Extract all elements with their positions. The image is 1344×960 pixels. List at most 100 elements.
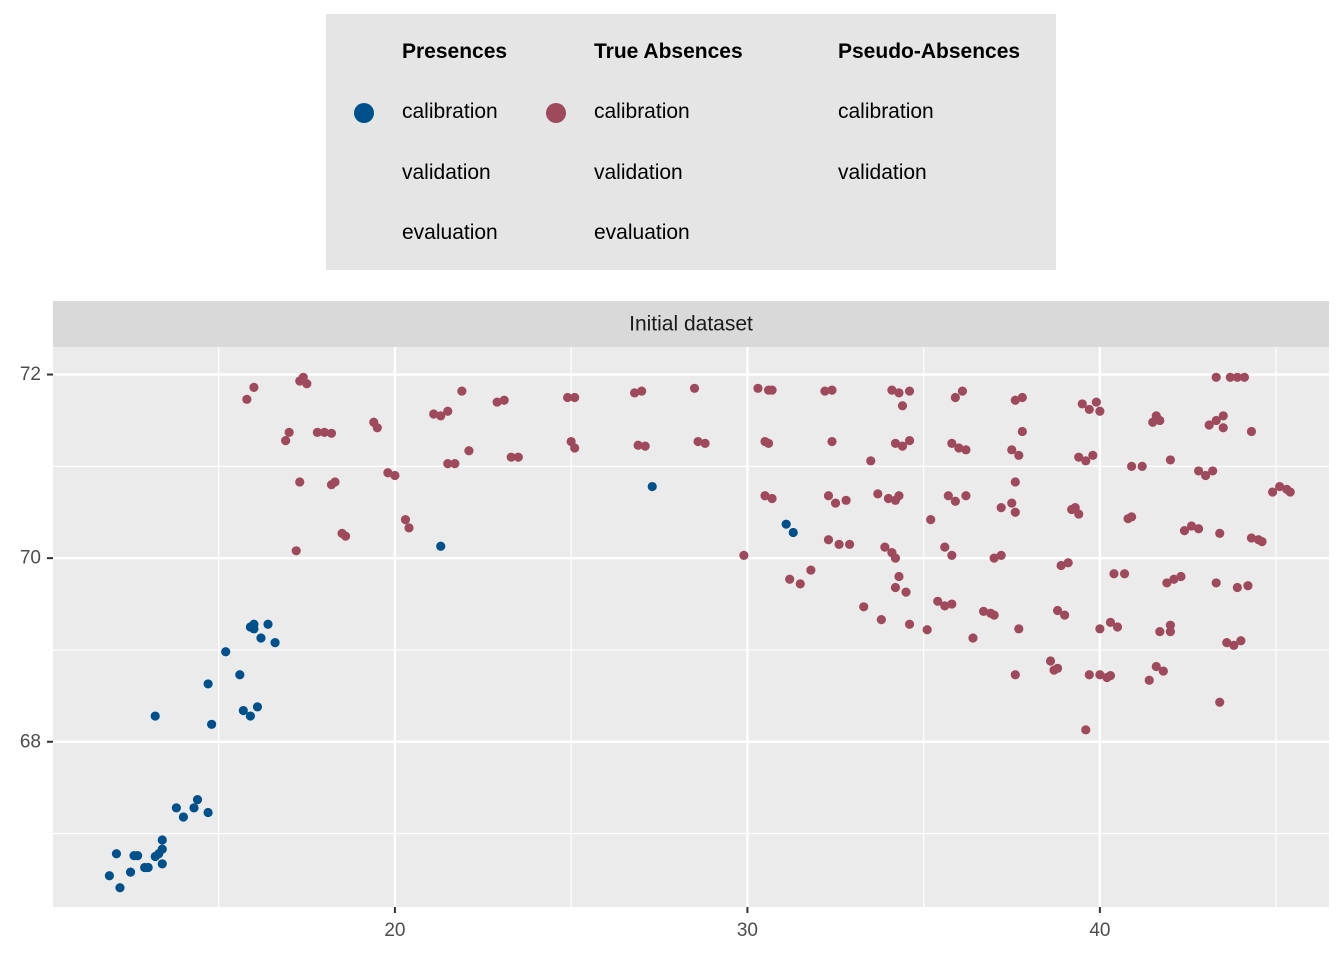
- absence-point: [499, 395, 509, 405]
- presence-point: [150, 711, 160, 721]
- absence-point: [1285, 487, 1295, 497]
- absence-point: [326, 428, 337, 438]
- major-gridlines: [53, 347, 1329, 907]
- absence-point: [1232, 372, 1242, 382]
- absence-point: [312, 427, 322, 437]
- absence-point: [961, 491, 971, 501]
- absence-point: [1151, 661, 1161, 672]
- absence-point: [1246, 533, 1257, 543]
- absence-point: [1060, 610, 1070, 620]
- absence-point: [443, 458, 453, 469]
- absence-point: [383, 468, 393, 478]
- y-tick-label: 72: [20, 364, 41, 385]
- absence-point: [1169, 574, 1179, 584]
- absence-point: [841, 495, 851, 505]
- absence-point: [1010, 477, 1020, 487]
- absence-point: [1215, 697, 1225, 707]
- absence-point: [1239, 372, 1250, 382]
- absence-point: [1162, 578, 1172, 588]
- presence-point: [125, 867, 136, 877]
- absence-point: [947, 550, 957, 560]
- presence-point: [221, 647, 231, 657]
- absence-point: [876, 615, 886, 625]
- absence-point: [1010, 395, 1020, 405]
- absence-point: [1165, 455, 1175, 465]
- absence-point: [785, 574, 795, 584]
- legend-key-presence-calibration: [354, 103, 374, 123]
- absence-point: [1014, 450, 1024, 460]
- absence-point: [954, 443, 964, 453]
- absence-point: [570, 443, 580, 453]
- presence-point: [436, 541, 446, 551]
- absence-point: [1084, 670, 1094, 680]
- absence-point: [1052, 663, 1063, 673]
- absence-point: [950, 496, 960, 506]
- absence-point: [1014, 624, 1024, 634]
- absence-point: [1211, 578, 1221, 588]
- presence-point: [252, 702, 263, 712]
- absence-point: [1007, 445, 1017, 455]
- presence-point: [178, 812, 189, 822]
- presence-point: [192, 794, 203, 805]
- absence-point: [943, 491, 953, 501]
- absence-point: [904, 386, 915, 396]
- absence-point: [894, 571, 904, 582]
- absence-point: [897, 441, 908, 451]
- legend-title-pseudo-absences: Pseudo-Absences: [838, 40, 1021, 63]
- absence-point: [883, 493, 893, 504]
- absence-point: [1119, 569, 1130, 579]
- absence-point: [295, 477, 305, 487]
- absence-point: [873, 489, 883, 499]
- absence-point: [291, 546, 301, 556]
- absence-point: [845, 539, 855, 549]
- absence-point: [570, 392, 580, 403]
- absence-point: [457, 386, 467, 396]
- absence-point: [1243, 581, 1253, 591]
- legend-label-absence-evaluation: evaluation: [594, 221, 690, 244]
- absence-point: [700, 438, 710, 448]
- legend-key-absence-calibration: [546, 103, 566, 123]
- minor-gridlines: [53, 347, 1329, 907]
- absence-point: [1127, 512, 1137, 522]
- absence-point: [1204, 420, 1214, 430]
- facet-title: Initial dataset: [629, 313, 753, 336]
- absence-point: [795, 579, 805, 589]
- absence-point: [823, 491, 834, 501]
- absence-point: [1236, 636, 1246, 646]
- presence-point: [104, 871, 114, 881]
- presence-point: [157, 835, 167, 845]
- absence-point: [947, 438, 957, 448]
- absence-point: [996, 550, 1006, 560]
- absence-point: [894, 388, 904, 398]
- x-tick-label: 40: [1089, 920, 1110, 941]
- axes: 20 30 40 68 70 72: [20, 364, 1111, 941]
- presence-point: [143, 862, 153, 873]
- absence-point: [1165, 626, 1175, 637]
- absence-point: [1063, 558, 1073, 568]
- absence-point: [400, 514, 411, 525]
- absence-point: [1105, 617, 1116, 628]
- presence-point: [235, 670, 245, 680]
- presence-point: [203, 679, 213, 689]
- absence-point: [890, 553, 901, 563]
- absence-point: [1095, 624, 1105, 634]
- absence-point: [1127, 461, 1137, 471]
- absence-point: [901, 587, 911, 597]
- legend-label-presence-calibration: calibration: [402, 100, 498, 123]
- absence-point: [940, 601, 950, 611]
- absence-point: [1095, 670, 1105, 680]
- absence-point: [319, 427, 330, 437]
- presence-point: [189, 803, 199, 813]
- absence-point: [894, 491, 904, 501]
- absence-point: [1229, 640, 1239, 650]
- absence-point: [806, 565, 816, 575]
- absence-point: [968, 633, 978, 643]
- absence-point: [693, 436, 703, 447]
- legend-title-presences: Presences: [402, 40, 508, 63]
- absence-point: [637, 386, 647, 396]
- absence-point: [820, 386, 830, 396]
- absence-point: [630, 388, 640, 398]
- absence-point: [633, 440, 643, 450]
- absence-point: [1246, 426, 1257, 437]
